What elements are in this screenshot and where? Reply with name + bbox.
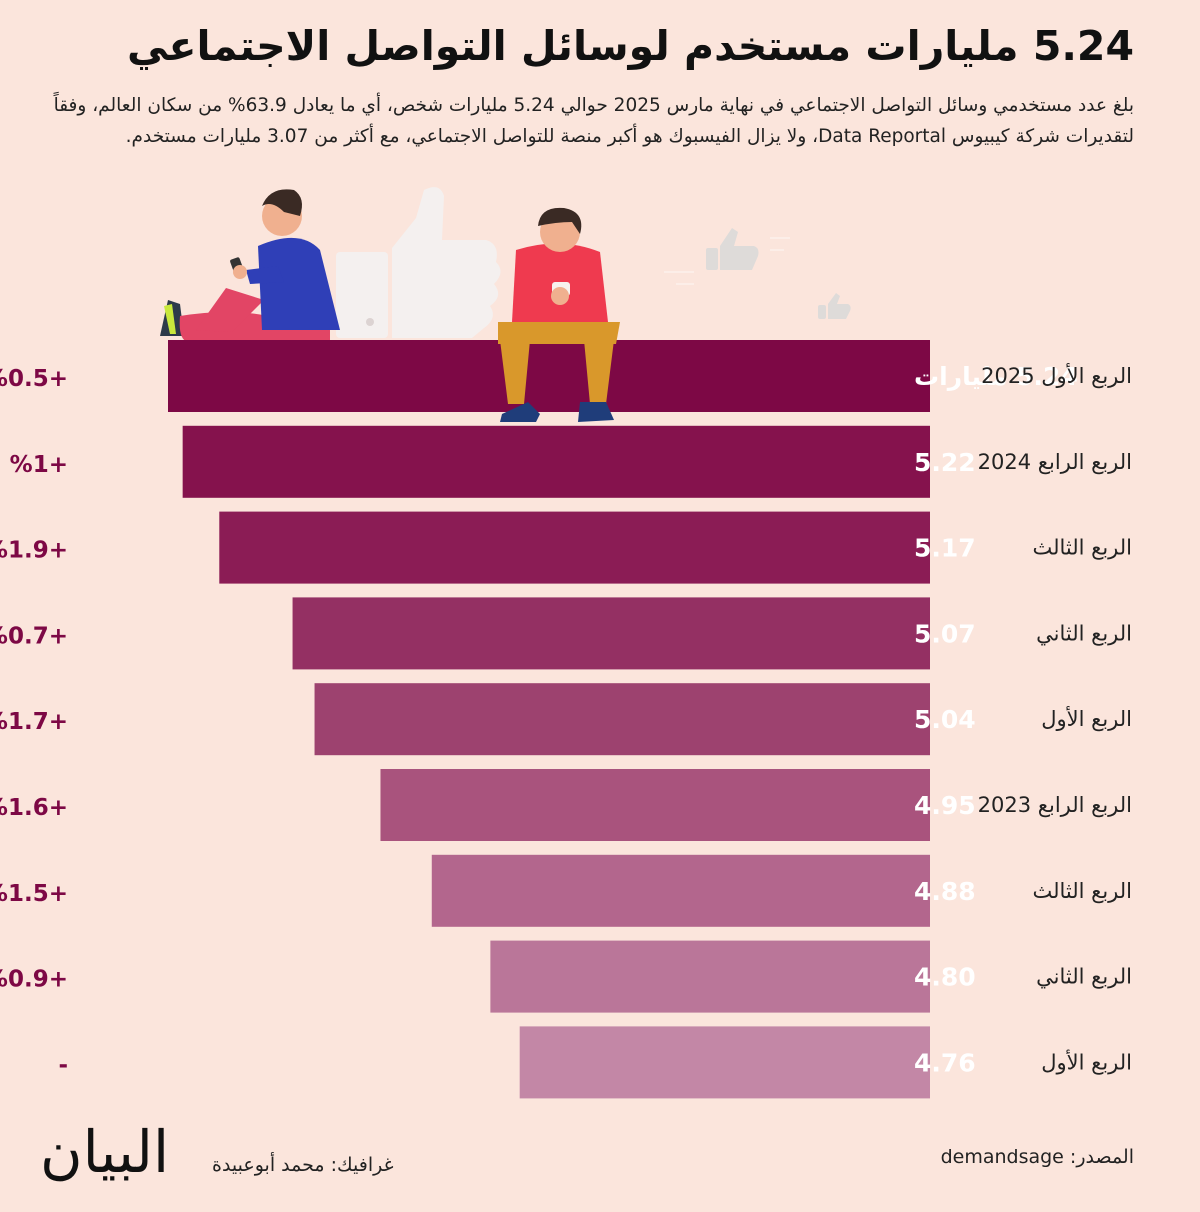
change-label: +%1.9 xyxy=(0,538,68,564)
category-label: الربع الأول xyxy=(1041,706,1132,731)
category-label: الربع الثاني xyxy=(1036,965,1132,989)
change-label: +%1 xyxy=(10,452,68,478)
bar xyxy=(292,597,930,670)
change-label: +%1.7 xyxy=(0,709,68,735)
bar-value-label: 4.80 xyxy=(914,963,976,992)
bar xyxy=(314,683,930,756)
change-label: +%0.7 xyxy=(0,623,68,649)
bar-value-label: 4.76 xyxy=(914,1048,976,1077)
category-label: الربع الرابع 2023 xyxy=(978,793,1132,817)
publisher-logo: البيان xyxy=(40,1118,170,1186)
category-label: الربع الثالث xyxy=(1032,536,1132,560)
change-label: +%1.5 xyxy=(0,881,68,907)
bar-value-label: 4.95 xyxy=(914,791,976,820)
bar xyxy=(380,769,930,841)
bar xyxy=(219,511,931,584)
category-label: الربع الأول xyxy=(1041,1049,1132,1074)
bar-value-label: 5.07 xyxy=(914,619,976,648)
intro-paragraph: بلغ عدد مستخدمي وسائل التواصل الاجتماعي … xyxy=(53,95,1134,147)
small-thumbs-up-icon xyxy=(706,228,851,319)
bar xyxy=(182,425,931,498)
bar-value-label: 5.04 xyxy=(914,705,976,734)
bar xyxy=(519,1026,930,1099)
change-label: +%1.6 xyxy=(0,795,68,821)
bar-value-label: 5.22 xyxy=(914,448,976,477)
bar-value-label: 4.88 xyxy=(914,877,976,906)
bar xyxy=(168,340,930,412)
person-sitting-on-bar-icon xyxy=(498,207,620,422)
category-label: الربع الرابع 2024 xyxy=(978,450,1132,474)
change-label: +%0.9 xyxy=(0,967,68,993)
change-label: - xyxy=(58,1052,68,1078)
thumbs-up-icon xyxy=(336,187,501,338)
bar xyxy=(490,940,930,1013)
graphic-credit: غرافيك: محمد أبوعبيدة xyxy=(212,1154,394,1176)
bar xyxy=(431,854,930,927)
bar-value-label: 5.24 مليارات xyxy=(914,362,1078,391)
change-label: +%0.5 xyxy=(0,366,68,392)
category-label: الربع الثالث xyxy=(1032,879,1132,903)
source-note: المصدر: demandsage xyxy=(940,1146,1134,1168)
category-label: الربع الثاني xyxy=(1036,621,1132,645)
page-title: 5.24 مليارات مستخدم لوسائل التواصل الاجت… xyxy=(127,22,1134,70)
illustration xyxy=(160,187,851,342)
category-label: الربع الأول 2025 xyxy=(981,363,1132,388)
person-sitting-with-phone-icon xyxy=(160,189,340,342)
bar-value-label: 5.17 xyxy=(914,534,976,563)
